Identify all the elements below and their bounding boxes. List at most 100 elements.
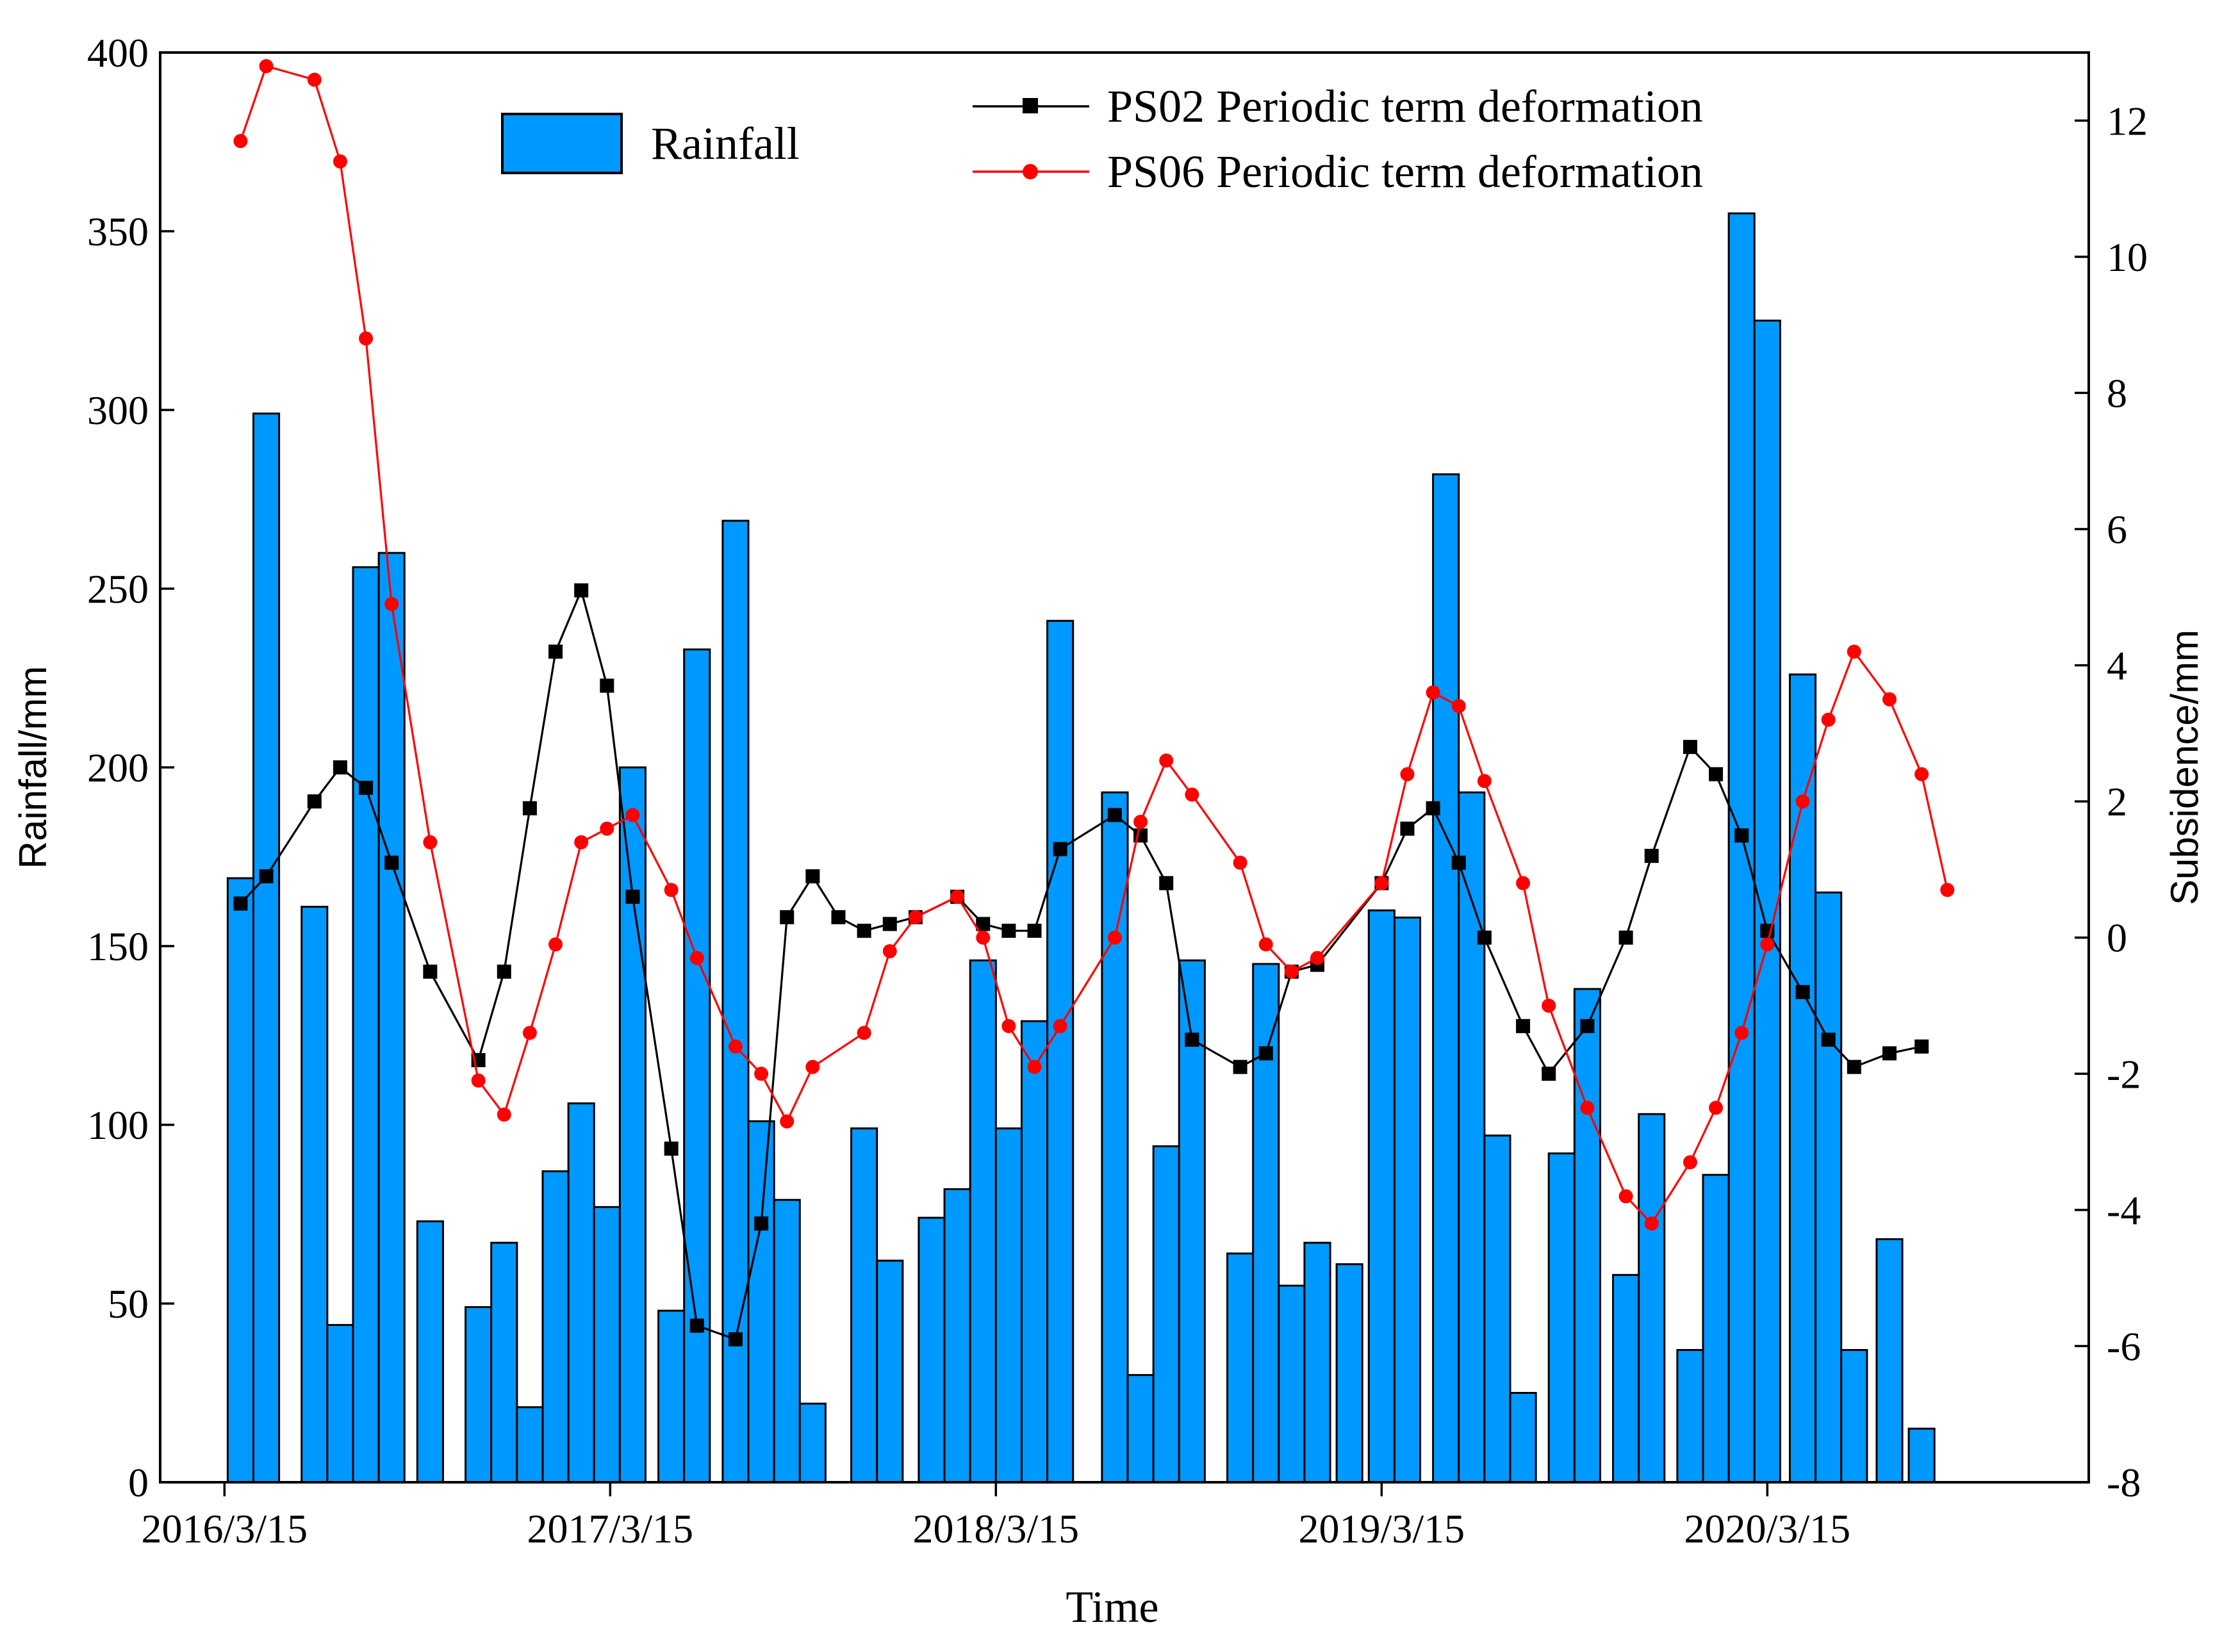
- rainfall-bar: [683, 648, 711, 1484]
- data-point-ps02: [259, 869, 274, 884]
- rainfall-bar: [1815, 891, 1843, 1484]
- data-point-ps06: [780, 1114, 794, 1129]
- rainfall-bar: [1753, 320, 1781, 1484]
- rainfall-bar: [352, 566, 380, 1484]
- rainfall-bar: [1458, 791, 1486, 1484]
- right-tick-label: 4: [2107, 643, 2127, 689]
- data-point-ps02: [1709, 767, 1724, 781]
- data-point-ps02: [1258, 1046, 1273, 1061]
- data-point-ps06: [1310, 951, 1324, 965]
- data-point-ps06: [882, 944, 897, 958]
- data-point-ps06: [1734, 1026, 1749, 1040]
- data-point-ps06: [664, 883, 679, 897]
- right-tick-label: 10: [2107, 234, 2148, 280]
- data-point-ps06: [333, 154, 347, 169]
- right-tick-label: 12: [2107, 98, 2148, 143]
- data-point-ps06: [1233, 855, 1247, 870]
- data-point-ps02: [1477, 930, 1492, 945]
- data-point-ps02: [1159, 876, 1174, 890]
- rainfall-bar: [1573, 988, 1601, 1484]
- rainfall-bar: [1226, 1252, 1255, 1484]
- x-tick-label: 2019/3/15: [1299, 1506, 1465, 1551]
- rainfall-bar: [1303, 1241, 1331, 1484]
- data-point-ps06: [1284, 964, 1299, 979]
- data-point-ps02: [1542, 1067, 1556, 1081]
- rainfall-bar: [1702, 1174, 1730, 1484]
- data-point-ps02: [1618, 930, 1633, 945]
- legend-swatch-rainfall: [501, 113, 623, 174]
- rainfall-bar: [567, 1102, 595, 1484]
- left-tick-label: 150: [87, 924, 149, 969]
- rainfall-bar: [252, 413, 281, 1484]
- data-point-ps06: [1683, 1155, 1697, 1170]
- data-point-ps06: [1027, 1059, 1042, 1074]
- data-point-ps02: [307, 794, 322, 809]
- left-axis: 0 50 100 150 200 250 300 350 400: [87, 30, 174, 1505]
- data-point-ps06: [1542, 999, 1556, 1013]
- rainfall-bar: [1020, 1020, 1049, 1484]
- legend-marker-ps06: [1023, 164, 1038, 179]
- rainfall-bar: [876, 1259, 904, 1484]
- data-point-ps06: [1847, 644, 1861, 659]
- left-axis-title: Rainfall/mm: [12, 666, 54, 869]
- data-point-ps02: [1185, 1033, 1199, 1047]
- data-point-ps06: [259, 59, 274, 74]
- data-point-ps06: [1159, 753, 1174, 768]
- data-point-ps02: [1451, 855, 1466, 870]
- data-point-ps02: [1001, 924, 1016, 938]
- data-point-ps02: [780, 910, 794, 924]
- rainfall-bar: [465, 1306, 493, 1484]
- data-point-ps06: [1451, 699, 1466, 714]
- data-point-ps06: [1107, 930, 1122, 945]
- rainfall-bar: [969, 959, 997, 1484]
- right-tick-label: 2: [2107, 779, 2127, 824]
- rainfall-bar: [918, 1216, 946, 1484]
- data-point-ps02: [1795, 985, 1810, 999]
- rainfall-bar: [747, 1120, 775, 1484]
- rainfall-bar: [1509, 1392, 1537, 1484]
- deformation-lines: [233, 59, 1955, 1346]
- rainfall-bar: [416, 1220, 444, 1484]
- series-line-ps02: [240, 587, 1922, 1341]
- data-point-ps06: [359, 331, 374, 346]
- data-point-ps02: [882, 917, 897, 931]
- data-point-ps06: [1053, 1018, 1067, 1033]
- data-point-ps06: [1185, 787, 1199, 802]
- data-point-ps06: [600, 821, 614, 836]
- data-point-ps06: [1001, 1018, 1016, 1033]
- data-point-ps02: [1516, 1018, 1531, 1033]
- x-axis-title: Time: [1066, 1583, 1158, 1632]
- rainfall-bar: [326, 1323, 354, 1484]
- left-tick-label: 400: [87, 30, 149, 76]
- rainfall-bar: [516, 1406, 544, 1484]
- data-point-ps06: [1760, 937, 1775, 952]
- rainfall-bar: [721, 519, 750, 1484]
- data-point-ps02: [1233, 1059, 1247, 1074]
- data-point-ps02: [1914, 1039, 1929, 1054]
- rainfall-bar: [1046, 619, 1074, 1484]
- rainfall-bar: [593, 1206, 621, 1484]
- x-tick-label: 2016/3/15: [142, 1506, 308, 1551]
- rainfall-bar: [657, 1309, 686, 1484]
- data-point-ps02: [664, 1141, 679, 1156]
- legend-label-rainfall: Rainfall: [651, 118, 800, 169]
- left-tick-label: 250: [87, 566, 149, 612]
- data-point-ps02: [1426, 801, 1440, 815]
- data-point-ps06: [522, 1026, 537, 1040]
- rainfall-bar: [1638, 1113, 1666, 1484]
- legend-label-ps06: PS06 Periodic term deformation: [1107, 146, 1703, 197]
- data-point-ps06: [1580, 1100, 1595, 1115]
- legend-marker-ps02: [1023, 98, 1038, 113]
- rainfall-bar: [1840, 1349, 1868, 1484]
- rainfall-bar: [1367, 909, 1395, 1484]
- data-point-ps02: [1847, 1059, 1861, 1074]
- data-point-ps06: [1258, 937, 1273, 952]
- data-point-ps06: [728, 1039, 743, 1054]
- rainfall-bar: [850, 1127, 878, 1484]
- data-point-ps02: [689, 1318, 704, 1333]
- data-point-ps02: [497, 964, 511, 979]
- series-line-ps06: [239, 65, 1948, 1225]
- rainfall-bar: [490, 1241, 518, 1484]
- data-point-ps02: [831, 910, 846, 924]
- data-point-ps02: [574, 583, 589, 598]
